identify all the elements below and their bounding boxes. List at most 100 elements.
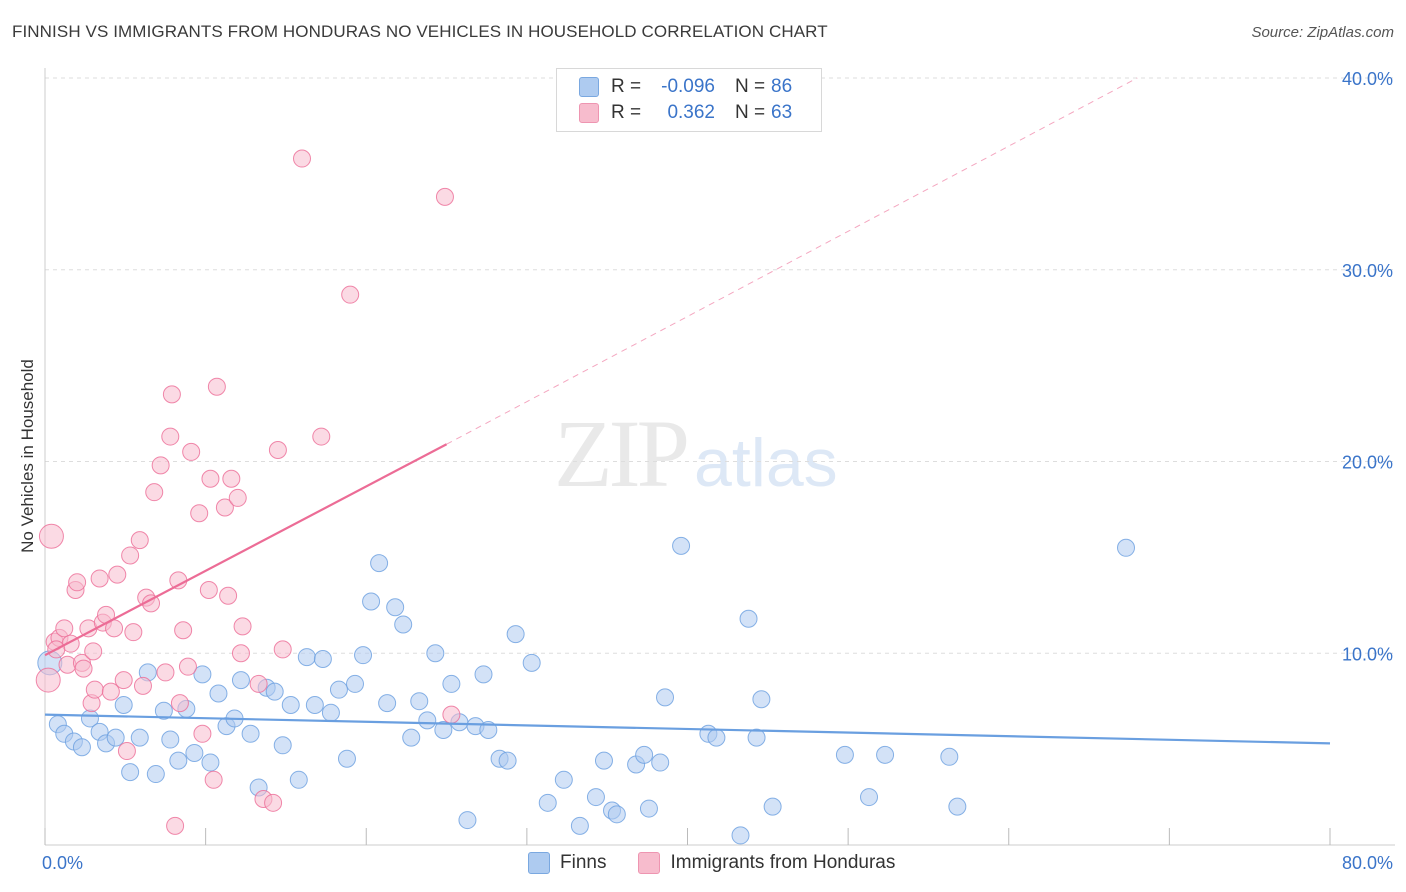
honduras-point [174, 621, 193, 640]
finns-point [193, 665, 212, 684]
chart-title: FINNISH VS IMMIGRANTS FROM HONDURAS NO V… [12, 22, 828, 41]
finns-point [672, 536, 691, 555]
finns-point [731, 826, 750, 845]
honduras-point [249, 674, 268, 693]
honduras-point [162, 385, 181, 404]
finns-point [860, 788, 879, 807]
honduras-point [101, 682, 120, 701]
legend-r-label: R = [611, 102, 642, 123]
finns-point [651, 753, 670, 772]
finns-point [442, 674, 461, 693]
honduras-point [130, 531, 149, 550]
honduras-point [145, 483, 164, 502]
finns-point [106, 728, 125, 747]
finns-point [554, 770, 573, 789]
legend-r-value: -0.096 [661, 76, 715, 97]
finns-point [474, 665, 493, 684]
finns-point [370, 554, 389, 573]
honduras-point [117, 742, 136, 761]
honduras-point [199, 580, 218, 599]
finns-point [72, 738, 91, 757]
honduras-point [190, 504, 209, 523]
finns-point [410, 692, 429, 711]
legend-r-label: R = [611, 76, 642, 97]
finns-point [241, 724, 260, 743]
honduras-point [35, 667, 61, 693]
honduras-trend-extension [446, 77, 1138, 445]
finns-point [346, 674, 365, 693]
finns-point [402, 728, 421, 747]
finns-point [337, 749, 356, 768]
honduras-point [151, 456, 170, 475]
honduras-point [178, 657, 197, 676]
finns-point [273, 736, 292, 755]
legend-label-finns: Finns [560, 852, 607, 873]
x-tick-label: 0.0% [42, 853, 83, 873]
legend-n-label: N = [735, 76, 766, 97]
finns-point [329, 680, 348, 699]
finns-point [281, 696, 300, 715]
honduras-point [114, 671, 133, 690]
finns-point [635, 745, 654, 764]
honduras-point [68, 573, 87, 592]
honduras-point [74, 659, 93, 678]
finns-point [231, 671, 250, 690]
honduras-point [124, 623, 143, 642]
finns-trend-line [44, 713, 1331, 745]
legend-item-finns[interactable]: Finns [528, 852, 606, 874]
honduras-point [182, 442, 201, 461]
honduras-point [228, 488, 247, 507]
finns-point [506, 625, 525, 644]
legend-label-honduras: Immigrants from Honduras [670, 852, 896, 873]
honduras-point [293, 149, 311, 168]
finns-point [458, 811, 477, 830]
legend-n-value: 63 [771, 102, 793, 123]
y-tick-label: 30.0% [1342, 261, 1393, 281]
finns-point [121, 763, 140, 782]
honduras-point [264, 793, 283, 812]
finns-point [209, 684, 228, 703]
finns-point [835, 745, 854, 764]
trend-lines [44, 77, 1331, 745]
finns-point [185, 743, 204, 762]
honduras-point [170, 694, 189, 713]
honduras-point [161, 427, 180, 446]
legend-swatch-finns [528, 852, 550, 874]
honduras-point [219, 586, 238, 605]
y-tick-label: 20.0% [1342, 453, 1393, 473]
honduras-point [341, 285, 360, 304]
watermark-atlas: atlas [694, 425, 838, 501]
legend-row-finns: R = -0.096 N = 86 [579, 75, 792, 99]
correlation-legend: R = -0.096 N = 86 R = 0.362 N = 63 [556, 68, 822, 132]
tick-labels: 10.0% 20.0% 30.0% 40.0% 0.0% 80.0% [42, 69, 1393, 873]
finns-point [313, 650, 332, 669]
honduras-point [207, 377, 226, 396]
finns-point [130, 728, 149, 747]
finns-point [394, 615, 413, 634]
finns-point [538, 793, 557, 812]
finns-point [948, 797, 967, 816]
finns-point [169, 751, 188, 770]
finns-point [161, 730, 180, 749]
finns-point [201, 753, 220, 772]
finns-point [747, 728, 766, 747]
finns-point [594, 751, 613, 770]
finns-point [763, 797, 782, 816]
honduras-point [273, 640, 292, 659]
watermark-zip: ZIP [554, 400, 690, 507]
finns-point [265, 682, 284, 701]
honduras-point [156, 663, 175, 682]
legend-swatch-finns [579, 77, 599, 97]
legend-item-honduras[interactable]: Immigrants from Honduras [638, 852, 895, 874]
finns-point [146, 765, 165, 784]
honduras-point [231, 644, 250, 663]
legend-r-value: 0.362 [667, 102, 715, 123]
finns-point [1117, 538, 1136, 557]
finns-point [522, 653, 541, 672]
chart-source: Source: ZipAtlas.com [1251, 24, 1394, 41]
finns-point [321, 703, 340, 722]
y-axis-label: No Vehicles in Household [18, 359, 37, 553]
finns-point [707, 728, 726, 747]
finns-point [607, 805, 626, 824]
